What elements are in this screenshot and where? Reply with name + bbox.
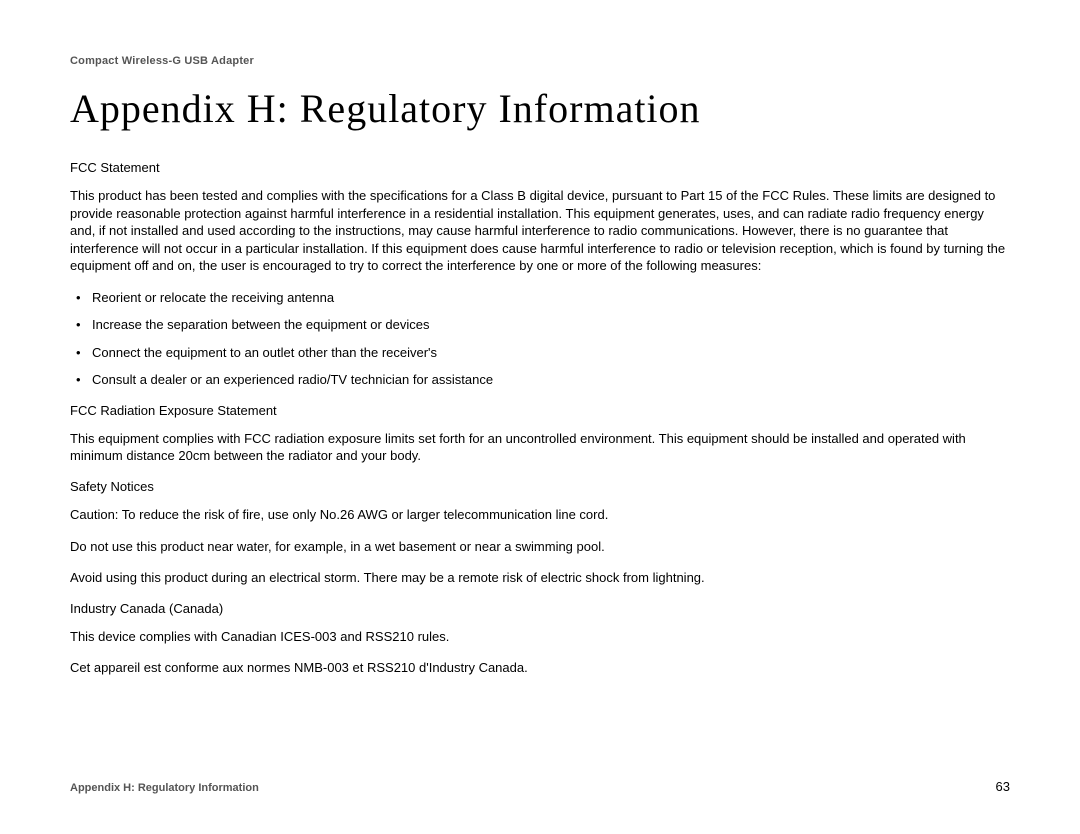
product-header: Compact Wireless-G USB Adapter (70, 55, 1010, 67)
safety-water: Do not use this product near water, for … (70, 538, 1010, 556)
fcc-radiation-body: This equipment complies with FCC radiati… (70, 430, 1010, 465)
footer-section-label: Appendix H: Regulatory Information (70, 782, 259, 794)
fcc-measures-list: Reorient or relocate the receiving anten… (70, 289, 1010, 389)
industry-canada-fr: Cet appareil est conforme aux normes NMB… (70, 659, 1010, 677)
fcc-statement-heading: FCC Statement (70, 160, 1010, 175)
page-footer: Appendix H: Regulatory Information 63 (70, 779, 1010, 794)
page-title: Appendix H: Regulatory Information (70, 85, 1010, 132)
safety-notices-heading: Safety Notices (70, 479, 1010, 494)
list-item: Consult a dealer or an experienced radio… (70, 371, 1010, 389)
list-item: Reorient or relocate the receiving anten… (70, 289, 1010, 307)
list-item: Connect the equipment to an outlet other… (70, 344, 1010, 362)
page-number: 63 (996, 779, 1010, 794)
fcc-statement-body: This product has been tested and complie… (70, 187, 1010, 275)
list-item: Increase the separation between the equi… (70, 316, 1010, 334)
fcc-radiation-heading: FCC Radiation Exposure Statement (70, 403, 1010, 418)
industry-canada-heading: Industry Canada (Canada) (70, 601, 1010, 616)
safety-storm: Avoid using this product during an elect… (70, 569, 1010, 587)
safety-caution: Caution: To reduce the risk of fire, use… (70, 506, 1010, 524)
industry-canada-en: This device complies with Canadian ICES-… (70, 628, 1010, 646)
